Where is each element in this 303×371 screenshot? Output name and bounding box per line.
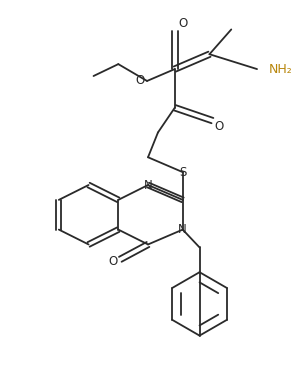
Text: O: O	[215, 120, 224, 133]
Text: O: O	[178, 17, 187, 30]
Text: S: S	[179, 165, 186, 178]
Text: NH₂: NH₂	[269, 63, 293, 76]
Text: O: O	[109, 255, 118, 268]
Text: O: O	[135, 75, 145, 88]
Text: N: N	[178, 223, 187, 236]
Text: N: N	[144, 178, 152, 191]
